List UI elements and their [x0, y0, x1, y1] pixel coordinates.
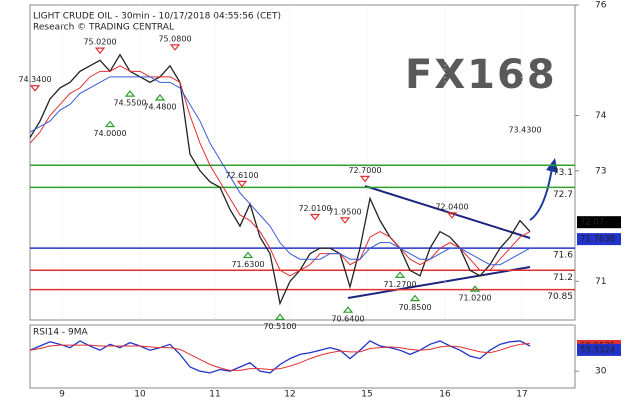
watermark: FX168: [405, 52, 557, 98]
x-tick-label: 12: [284, 390, 295, 400]
x-tick-label: 11: [209, 390, 220, 400]
low-marker: [469, 285, 481, 292]
high-marker: [446, 212, 458, 219]
price-tag: [577, 233, 621, 246]
annotation-label: 71.9500: [328, 207, 361, 216]
y-tick-label: 76: [595, 1, 607, 11]
annotation-label: 70.5100: [263, 322, 296, 331]
high-marker: [339, 217, 351, 224]
low-marker: [154, 94, 166, 101]
y-tick-label: 30: [595, 367, 607, 377]
series-line: [29, 340, 531, 374]
annotation-label: 72.0100: [298, 204, 331, 213]
annotation-label: 74.4800: [143, 103, 176, 112]
level-label: 70.85: [547, 292, 573, 302]
annotation-label: 71.6300: [231, 260, 264, 269]
trend-line: [364, 185, 531, 239]
rsi-title: RSI14 - 9MA: [33, 328, 89, 338]
annotation-label: 74.5500: [113, 99, 146, 108]
price-tag: [577, 343, 621, 356]
low-marker: [242, 251, 254, 259]
level-label: 71.2: [553, 273, 573, 283]
low-marker: [342, 306, 354, 313]
x-tick-label: 10: [134, 390, 146, 400]
low-marker: [104, 120, 116, 128]
annotation-label: 75.0800: [158, 34, 191, 43]
low-marker: [409, 294, 421, 302]
chart-title: LIGHT CRUDE OIL - 30min - 10/17/2018 04:…: [33, 12, 281, 22]
annotation-label: 71.2700: [383, 280, 416, 289]
rsi-panel: [29, 324, 576, 389]
high-marker: [169, 44, 181, 51]
level-label: 73.1: [553, 168, 573, 178]
y-tick-label: 71: [595, 277, 606, 287]
x-tick-label: 16: [439, 390, 451, 400]
annotation-label: 74.0000: [93, 129, 126, 138]
high-marker: [94, 47, 106, 55]
high-marker: [236, 180, 248, 188]
price-tag-label: 71.7638: [580, 235, 615, 245]
y-tick-label: 73: [595, 166, 606, 176]
series-line: [29, 342, 531, 371]
annotation-label: 71.0200: [458, 294, 491, 303]
low-marker: [394, 271, 406, 278]
price-tag-label: 55.3324: [580, 345, 615, 355]
annotation-label: 70.6400: [331, 315, 364, 324]
chart-subtitle: Research © TRADING CENTRAL: [33, 23, 174, 33]
y-tick-label: 74: [595, 111, 607, 121]
forecast-arrow: [529, 167, 553, 221]
series-line: [29, 53, 531, 306]
annotation-label: 72.0400: [435, 202, 468, 211]
annotation-label: 75.0200: [83, 38, 116, 47]
annotation-label: 74.3400: [18, 75, 51, 84]
series-line: [29, 65, 531, 277]
high-marker: [29, 85, 41, 92]
level-label: 71.6: [553, 251, 573, 261]
x-tick-label: 15: [361, 390, 372, 400]
x-tick-label: 17: [516, 390, 527, 400]
high-marker: [309, 213, 321, 221]
trend-line: [347, 266, 531, 299]
x-tick-label: 9: [59, 390, 65, 400]
annotation-label: 72.6100: [225, 171, 258, 180]
low-marker: [274, 313, 286, 320]
series-line: [29, 76, 531, 266]
level-label: 72.7: [553, 190, 573, 200]
low-marker: [124, 90, 136, 97]
annotation-label: 70.8500: [398, 303, 431, 312]
high-marker: [359, 175, 371, 183]
annotation-label: 72.7000: [348, 166, 381, 175]
annotation-label: 73.4300: [508, 126, 541, 135]
price-panel: [29, 4, 576, 321]
price-tag-label: 72.07: [580, 218, 604, 228]
price-tag: [577, 216, 621, 229]
